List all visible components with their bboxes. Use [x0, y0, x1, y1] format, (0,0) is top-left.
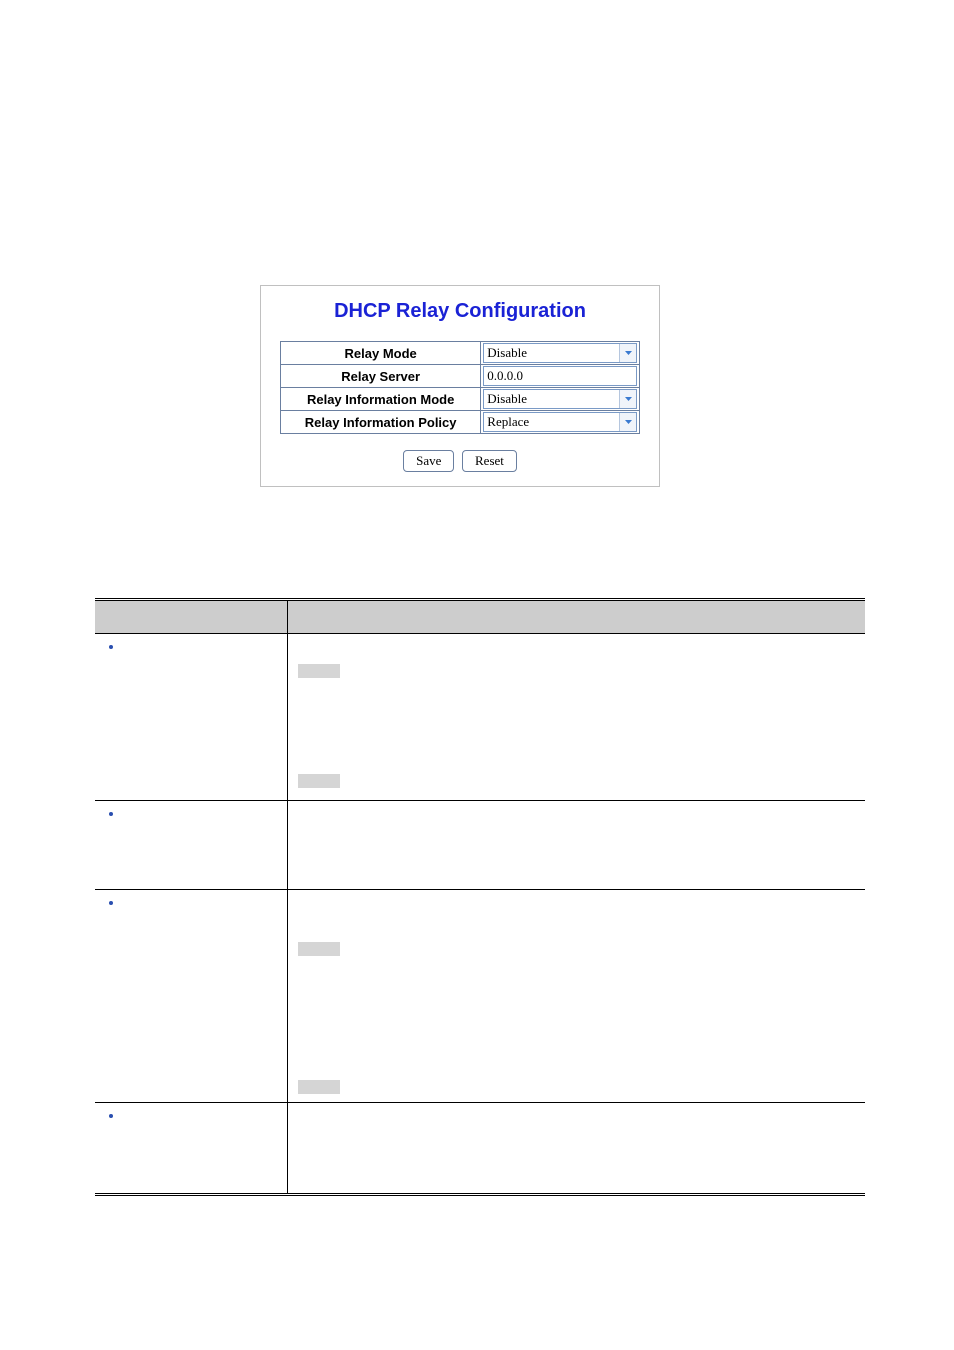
dhcp-relay-config-panel: DHCP Relay Configuration Relay Mode Disa… [260, 285, 660, 487]
description-table-wrap [95, 598, 865, 1196]
reset-button[interactable]: Reset [462, 450, 517, 472]
config-table: Relay Mode Disable Relay Server 0.0.0.0 [280, 341, 640, 434]
chevron-down-icon [619, 390, 636, 408]
shaded-keyword [298, 942, 340, 956]
desc-row-3 [95, 890, 865, 1103]
desc-row-4 [95, 1103, 865, 1195]
chevron-down-icon [619, 413, 636, 431]
panel-title: DHCP Relay Configuration [271, 300, 649, 323]
label-relay-mode: Relay Mode [281, 342, 481, 365]
shaded-keyword [298, 774, 340, 788]
chevron-down-icon [619, 344, 636, 362]
button-row: Save Reset [271, 450, 649, 472]
select-relay-mode[interactable]: Disable [483, 343, 637, 363]
select-relay-mode-value: Disable [484, 344, 619, 362]
config-row-relay-server: Relay Server 0.0.0.0 [281, 365, 640, 388]
bullet-icon [109, 812, 113, 816]
label-relay-info-policy: Relay Information Policy [281, 411, 481, 434]
desc-col-object [95, 600, 288, 634]
desc-row-1 [95, 634, 865, 801]
shaded-keyword [298, 1080, 340, 1094]
input-relay-server[interactable]: 0.0.0.0 [483, 366, 637, 386]
config-row-relay-info-policy: Relay Information Policy Replace [281, 411, 640, 434]
bullet-icon [109, 645, 113, 649]
bullet-icon [109, 1114, 113, 1118]
select-relay-info-policy-value: Replace [484, 413, 619, 431]
shaded-keyword [298, 664, 340, 678]
config-row-relay-info-mode: Relay Information Mode Disable [281, 388, 640, 411]
select-relay-info-mode-value: Disable [484, 390, 619, 408]
select-relay-info-policy[interactable]: Replace [483, 412, 637, 432]
desc-row-2 [95, 801, 865, 890]
label-relay-info-mode: Relay Information Mode [281, 388, 481, 411]
label-relay-server: Relay Server [281, 365, 481, 388]
config-row-relay-mode: Relay Mode Disable [281, 342, 640, 365]
desc-col-description [288, 600, 866, 634]
bullet-icon [109, 901, 113, 905]
description-table [95, 598, 865, 1196]
save-button[interactable]: Save [403, 450, 454, 472]
select-relay-info-mode[interactable]: Disable [483, 389, 637, 409]
